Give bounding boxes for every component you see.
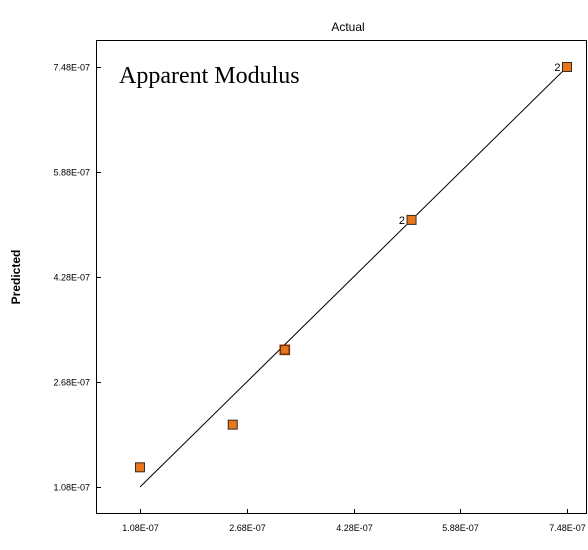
y-tick-label: 7.48E-07 [53,63,90,73]
chart-title: Apparent Modulus [119,63,300,89]
y-tick-label: 1.08E-07 [53,483,90,493]
data-points: 22 [135,62,572,473]
data-point [135,462,145,473]
data-point [227,419,238,430]
x-tick-label: 2.68E-07 [229,523,266,533]
fit-line [139,66,568,488]
x-tick-label: 5.88E-07 [442,523,479,533]
x-tick-label: 1.08E-07 [122,523,159,533]
data-point [406,214,417,225]
x-tick-label: 7.48E-07 [549,523,586,533]
x-tick-label: 4.28E-07 [336,523,373,533]
x-axis-title: Actual [331,20,364,34]
y-tick-label: 5.88E-07 [53,168,90,178]
data-point [562,62,572,72]
plot-frame [96,40,587,514]
y-axis-title: Predicted [9,250,23,305]
point-label: 2 [399,215,405,227]
y-tick-label: 2.68E-07 [53,378,90,388]
y-axis: 1.08E-07 2.68E-07 4.28E-07 5.88E-07 7.48E-07 [53,63,101,493]
point-label: 2 [554,62,560,74]
data-point [279,344,291,356]
y-tick-label: 4.28E-07 [53,273,90,283]
x-axis: 1.08E-07 2.68E-07 4.28E-07 5.88E-07 7.48E-07 [122,509,586,533]
